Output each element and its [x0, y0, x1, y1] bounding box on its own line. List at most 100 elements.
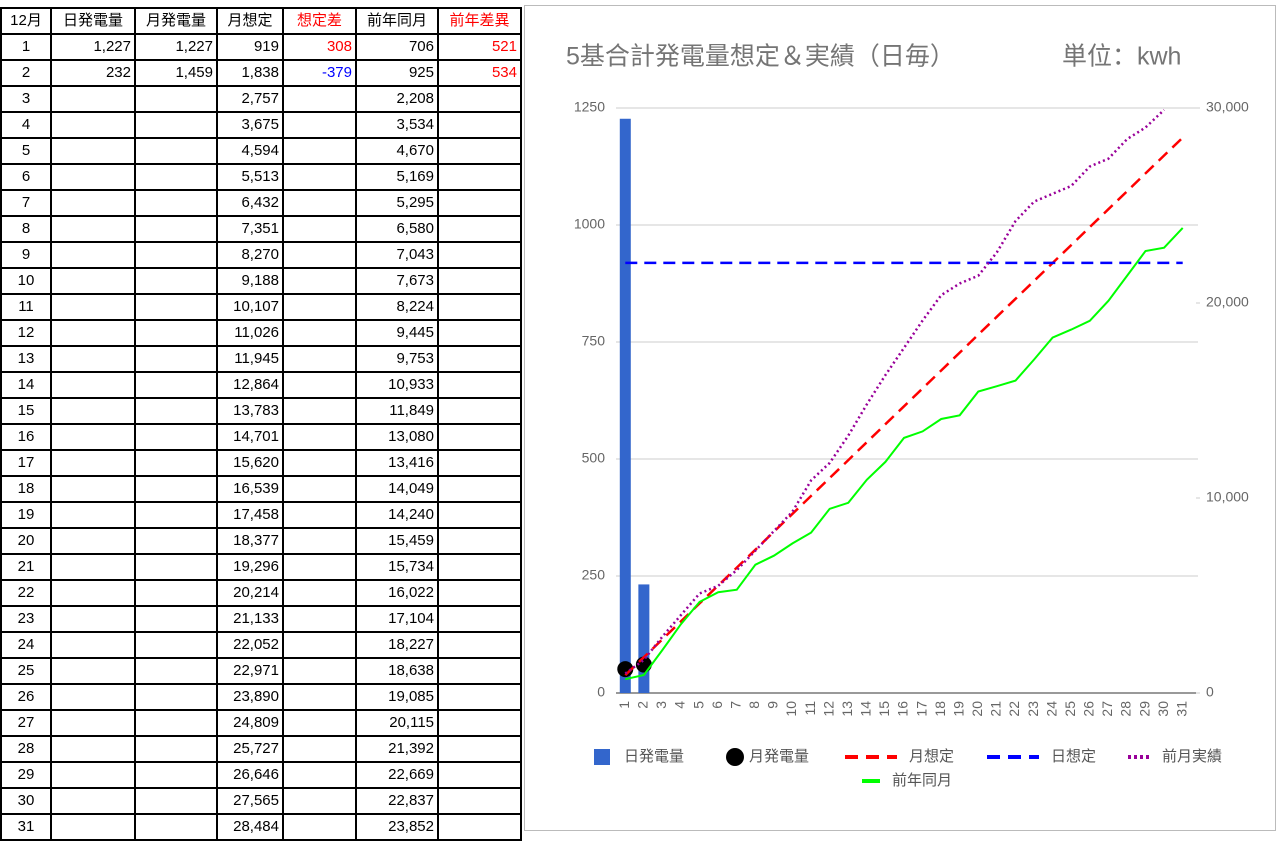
table-cell [136, 789, 218, 815]
table-cell [439, 321, 522, 347]
header-cell: 前年同月 [357, 7, 439, 35]
table-cell: 10,933 [357, 373, 439, 399]
table-cell: 4,670 [357, 139, 439, 165]
x-tick-label: 7 [727, 701, 743, 709]
table-cell [284, 477, 357, 503]
table-cell: 21,392 [357, 737, 439, 763]
table-cell [52, 139, 136, 165]
table-cell: 20,115 [357, 711, 439, 737]
table-cell [284, 659, 357, 685]
table-cell [136, 815, 218, 841]
x-tick-label: 31 [1173, 701, 1189, 717]
table-cell: 17,104 [357, 607, 439, 633]
table-cell [52, 451, 136, 477]
table-cell: 12,864 [218, 373, 284, 399]
legend-label: 日発電量 [624, 748, 684, 765]
chart-title: 5基合計発電量想定＆実績（日毎） [566, 43, 955, 71]
header-cell: 想定差 [284, 7, 357, 35]
table-cell: 11 [0, 295, 52, 321]
y2-tick-label: 0 [1206, 684, 1214, 700]
table-cell: 706 [357, 35, 439, 61]
table-cell [52, 477, 136, 503]
table-cell: 20,214 [218, 581, 284, 607]
table-cell: -379 [284, 61, 357, 87]
table-cell [52, 763, 136, 789]
header-cell: 月想定 [218, 7, 284, 35]
table-cell [52, 373, 136, 399]
table-cell [439, 217, 522, 243]
table-cell: 5 [0, 139, 52, 165]
table-cell: 13,783 [218, 399, 284, 425]
table-cell: 15 [0, 399, 52, 425]
chart-panel [524, 5, 1276, 831]
table-cell: 20 [0, 529, 52, 555]
table-cell: 18 [0, 477, 52, 503]
table-cell [439, 477, 522, 503]
x-tick-label: 29 [1136, 701, 1152, 717]
table-cell [52, 295, 136, 321]
table-cell [52, 555, 136, 581]
table-cell [52, 425, 136, 451]
y-tick-label: 750 [582, 333, 606, 349]
table-cell: 308 [284, 35, 357, 61]
table-cell: 9,188 [218, 269, 284, 295]
legend-label: 前年同月 [892, 772, 952, 789]
table-cell: 18,638 [357, 659, 439, 685]
table-cell [284, 711, 357, 737]
x-tick-label: 18 [932, 701, 948, 717]
table-cell: 1,838 [218, 61, 284, 87]
table-cell: 11,945 [218, 347, 284, 373]
table-cell [439, 87, 522, 113]
table-cell [439, 113, 522, 139]
table-cell [284, 217, 357, 243]
table-cell: 28 [0, 737, 52, 763]
table-cell [136, 581, 218, 607]
table-cell: 21,133 [218, 607, 284, 633]
table-cell [284, 425, 357, 451]
table-cell [136, 711, 218, 737]
table-cell: 5,513 [218, 165, 284, 191]
table-cell: 14,701 [218, 425, 284, 451]
table-cell: 7 [0, 191, 52, 217]
x-tick-label: 6 [709, 701, 725, 709]
table-cell: 5,295 [357, 191, 439, 217]
table-cell [284, 243, 357, 269]
table-cell: 13,416 [357, 451, 439, 477]
legend-swatch [726, 748, 744, 766]
table-cell [136, 685, 218, 711]
table-cell: 4 [0, 113, 52, 139]
x-tick-label: 19 [950, 701, 966, 717]
legend-label: 月発電量 [749, 748, 809, 765]
table-cell: 9,445 [357, 321, 439, 347]
table-cell: 7,043 [357, 243, 439, 269]
table-cell: 27,565 [218, 789, 284, 815]
y2-tick-label: 20,000 [1206, 294, 1249, 310]
table-cell [52, 217, 136, 243]
table-cell [52, 789, 136, 815]
table-cell: 4,594 [218, 139, 284, 165]
table-cell: 23 [0, 607, 52, 633]
table-cell [284, 451, 357, 477]
table-cell [439, 815, 522, 841]
table-cell [52, 711, 136, 737]
spreadsheet-table: 12月 日発電量 月発電量 月想定 想定差 前年同月 前年差異 1 1,227 1,227 919 3… [0, 0, 524, 847]
table-cell: 521 [439, 35, 522, 61]
y-tick-label: 1000 [574, 216, 605, 232]
line-series [624, 136, 1184, 677]
table-cell [52, 815, 136, 841]
table-cell: 17 [0, 451, 52, 477]
bar [638, 584, 650, 693]
table-cell [439, 607, 522, 633]
legend-swatch [594, 749, 610, 765]
table-cell: 1,227 [136, 35, 218, 61]
table-cell: 13,080 [357, 425, 439, 451]
table-cell: 925 [357, 61, 439, 87]
table-cell [284, 269, 357, 295]
table-cell [136, 269, 218, 295]
table-cell [284, 555, 357, 581]
table-cell: 3,534 [357, 113, 439, 139]
y-tick-label: 500 [582, 450, 606, 466]
table-cell: 13 [0, 347, 52, 373]
line-series [624, 108, 1165, 675]
